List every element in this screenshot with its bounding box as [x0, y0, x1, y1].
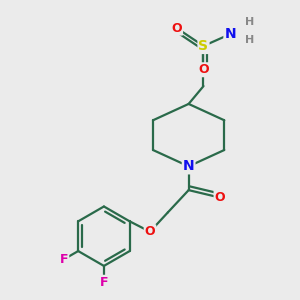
Text: O: O	[145, 225, 155, 238]
Text: N: N	[224, 27, 236, 41]
Text: O: O	[214, 191, 225, 204]
Text: O: O	[198, 63, 209, 76]
Text: F: F	[60, 253, 68, 266]
Text: S: S	[199, 39, 208, 53]
Text: O: O	[171, 22, 182, 34]
Text: F: F	[100, 276, 108, 289]
Text: H: H	[245, 35, 254, 45]
Text: N: N	[183, 159, 194, 173]
Text: H: H	[245, 17, 254, 27]
